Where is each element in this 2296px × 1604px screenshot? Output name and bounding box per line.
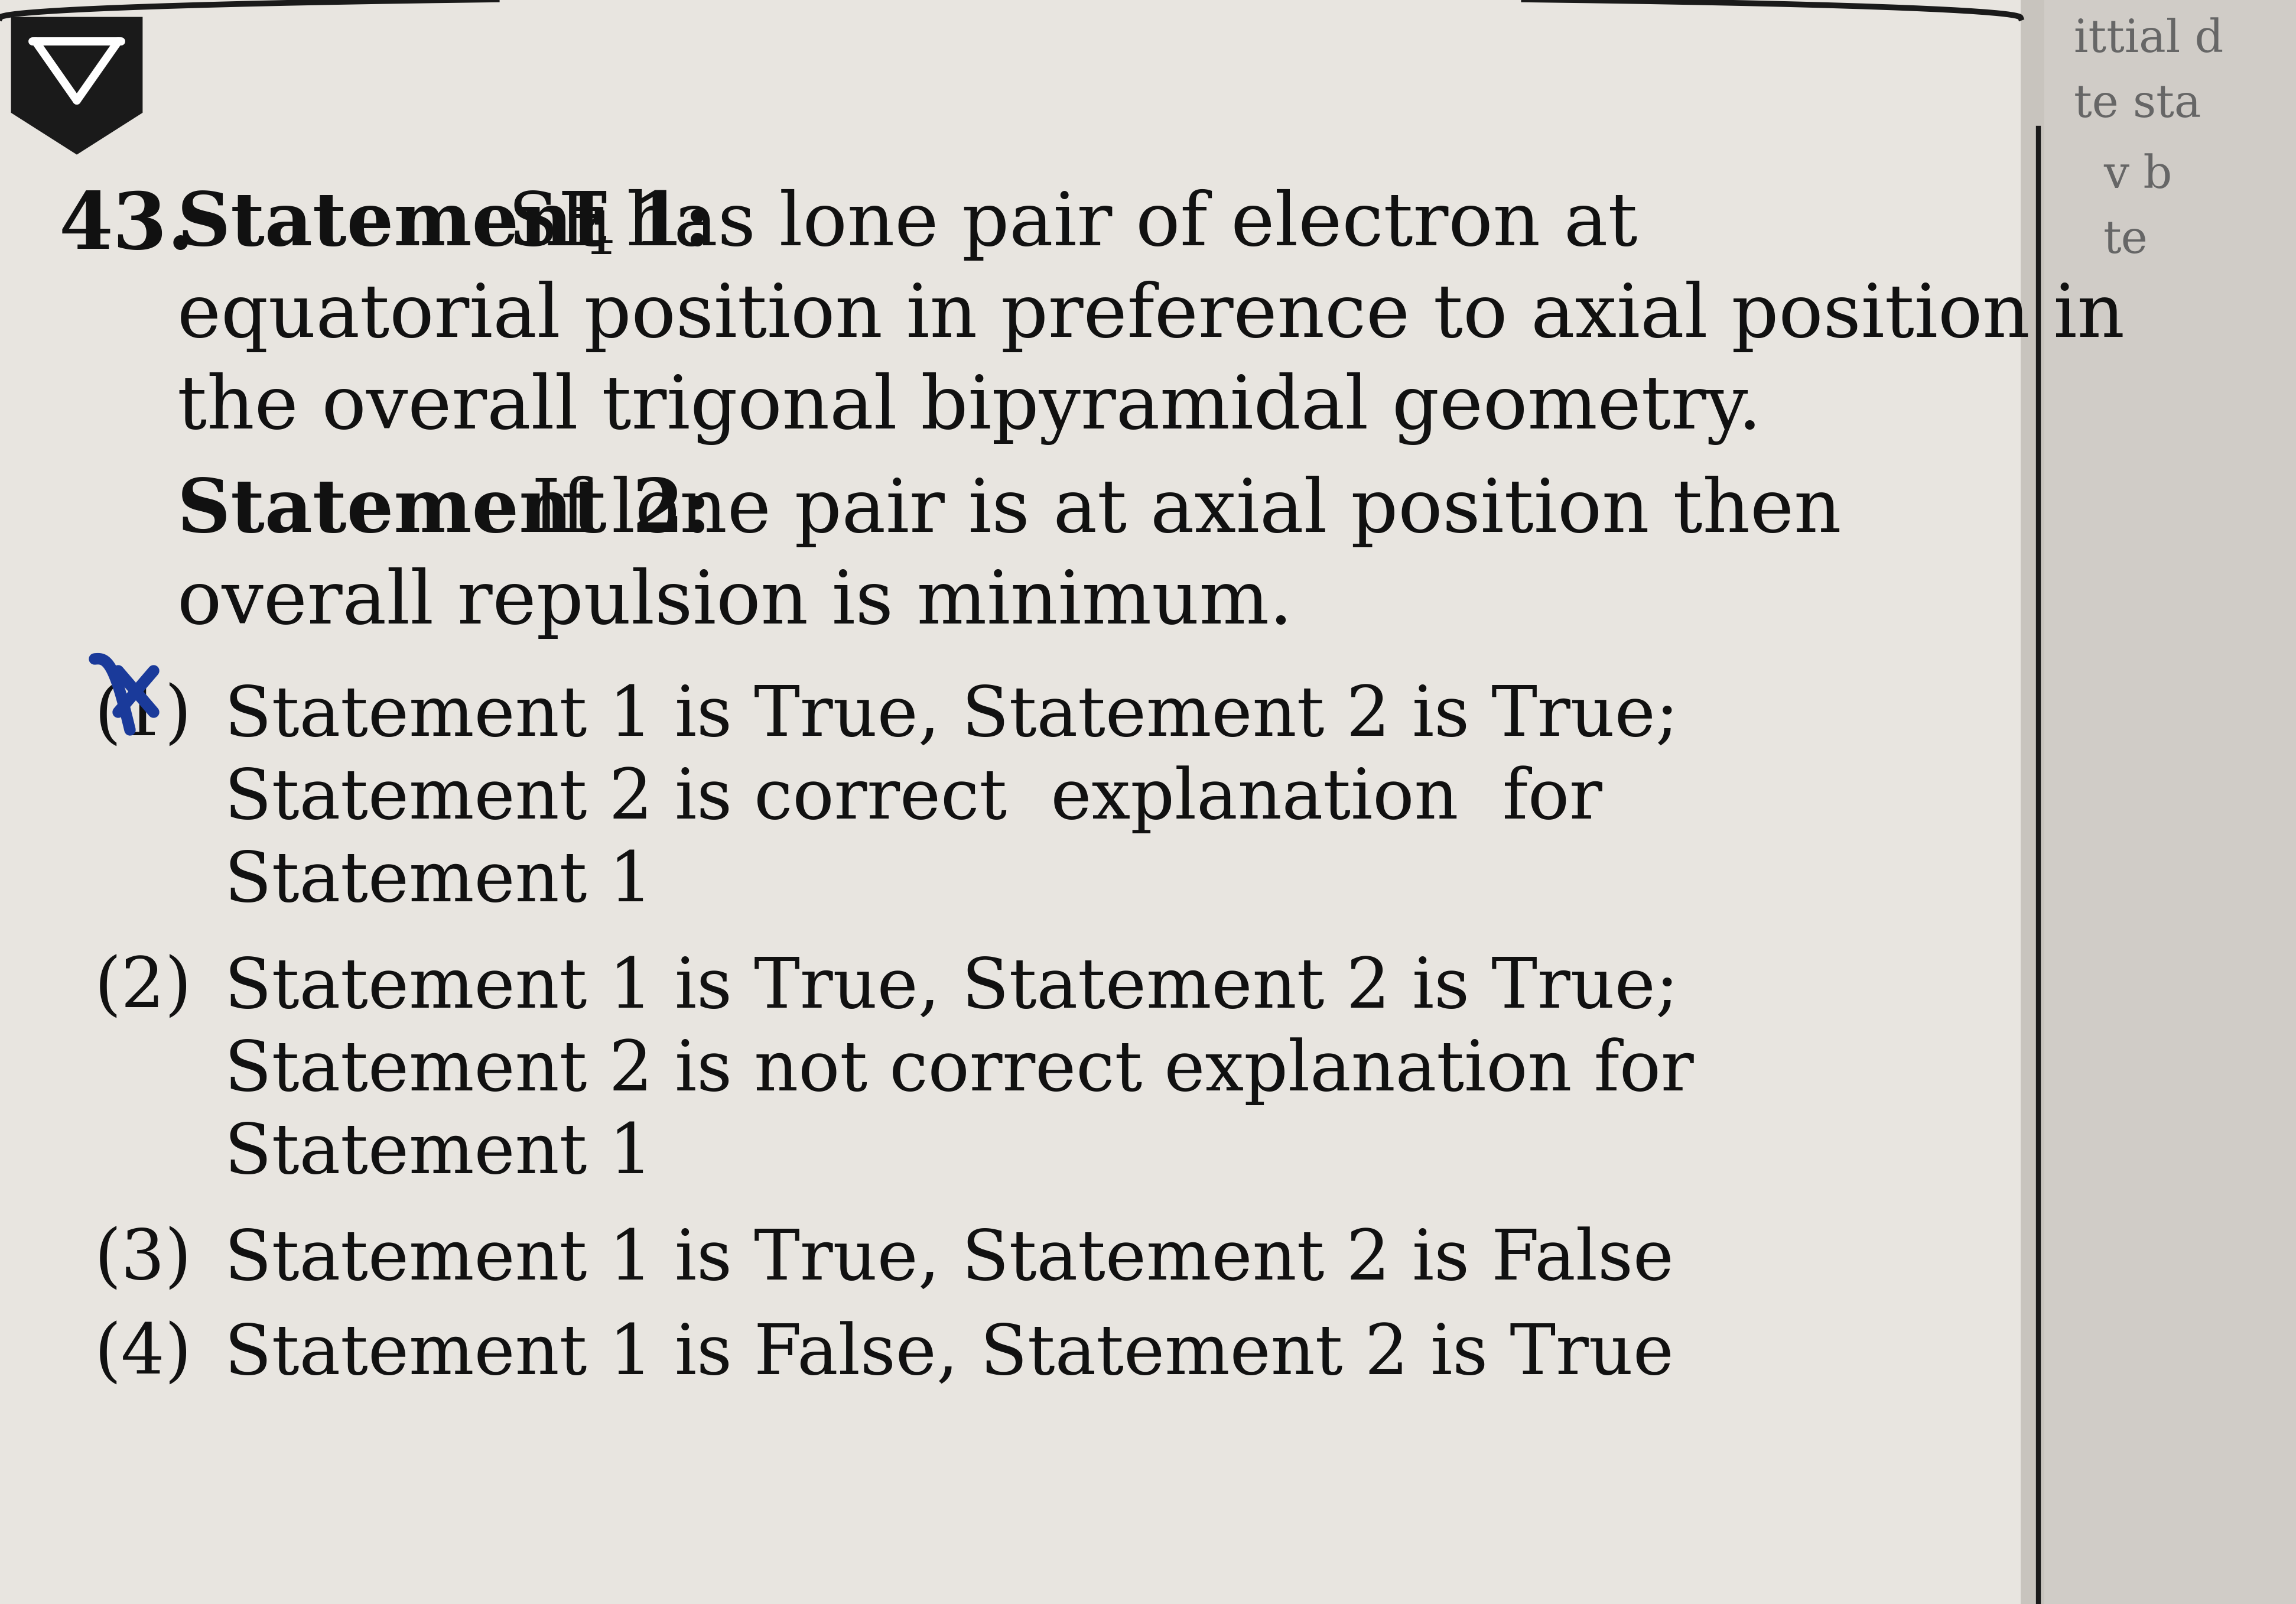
Bar [0, 0, 2020, 1604]
Text: (3): (3) [94, 1227, 193, 1294]
Text: Statement 1 is True, Statement 2 is False: Statement 1 is True, Statement 2 is Fals… [225, 1227, 1674, 1294]
Text: If lone pair is at axial position then: If lone pair is at axial position then [507, 476, 1841, 547]
Text: overall repulsion is minimum.: overall repulsion is minimum. [177, 568, 1293, 638]
Text: Statement 1 is True, Statement 2 is True;: Statement 1 is True, Statement 2 is True… [225, 954, 1678, 1022]
Text: ittial d: ittial d [2073, 18, 2223, 61]
Text: Statement 2 is correct  explanation  for: Statement 2 is correct explanation for [225, 765, 1603, 832]
Text: 43.: 43. [60, 189, 195, 265]
Text: SF: SF [507, 189, 611, 261]
Text: te: te [2103, 218, 2147, 263]
Bar [2043, 0, 2296, 1604]
Text: Statement 1 is True, Statement 2 is True;: Statement 1 is True, Statement 2 is True… [225, 683, 1678, 751]
Text: Statement 2 is not correct explanation for: Statement 2 is not correct explanation f… [225, 1038, 1694, 1105]
Text: Statement 2:: Statement 2: [177, 476, 712, 547]
Polygon shape [11, 18, 142, 154]
Text: 4: 4 [579, 210, 615, 266]
Text: (4): (4) [94, 1322, 193, 1389]
Text: Statement 1: Statement 1 [225, 849, 652, 916]
Text: te sta: te sta [2073, 83, 2200, 127]
Text: Statement 1 is False, Statement 2 is True: Statement 1 is False, Statement 2 is Tru… [225, 1322, 1674, 1389]
Text: (2): (2) [94, 954, 193, 1022]
Text: Statement 1:: Statement 1: [177, 189, 712, 260]
Text: has lone pair of electron at: has lone pair of electron at [602, 189, 1637, 261]
Text: equatorial position in preference to axial position in: equatorial position in preference to axi… [177, 281, 2124, 353]
Text: (1): (1) [94, 683, 193, 751]
Text: Statement 1: Statement 1 [225, 1120, 652, 1189]
Text: the overall trigonal bipyramidal geometry.: the overall trigonal bipyramidal geometr… [177, 372, 1761, 444]
Text: v b: v b [2103, 154, 2172, 197]
